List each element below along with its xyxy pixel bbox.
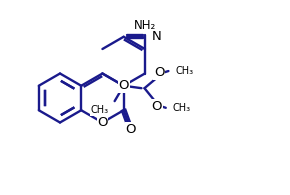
Text: CH₃: CH₃ xyxy=(90,105,109,115)
Text: O: O xyxy=(152,100,162,113)
Text: O: O xyxy=(97,116,108,129)
Text: CH₃: CH₃ xyxy=(175,66,193,76)
Text: O: O xyxy=(118,79,129,92)
Text: O: O xyxy=(126,123,136,136)
Text: CH₃: CH₃ xyxy=(173,103,191,113)
Text: N: N xyxy=(151,30,161,43)
Text: NH₂: NH₂ xyxy=(134,19,156,32)
Text: O: O xyxy=(154,66,165,79)
